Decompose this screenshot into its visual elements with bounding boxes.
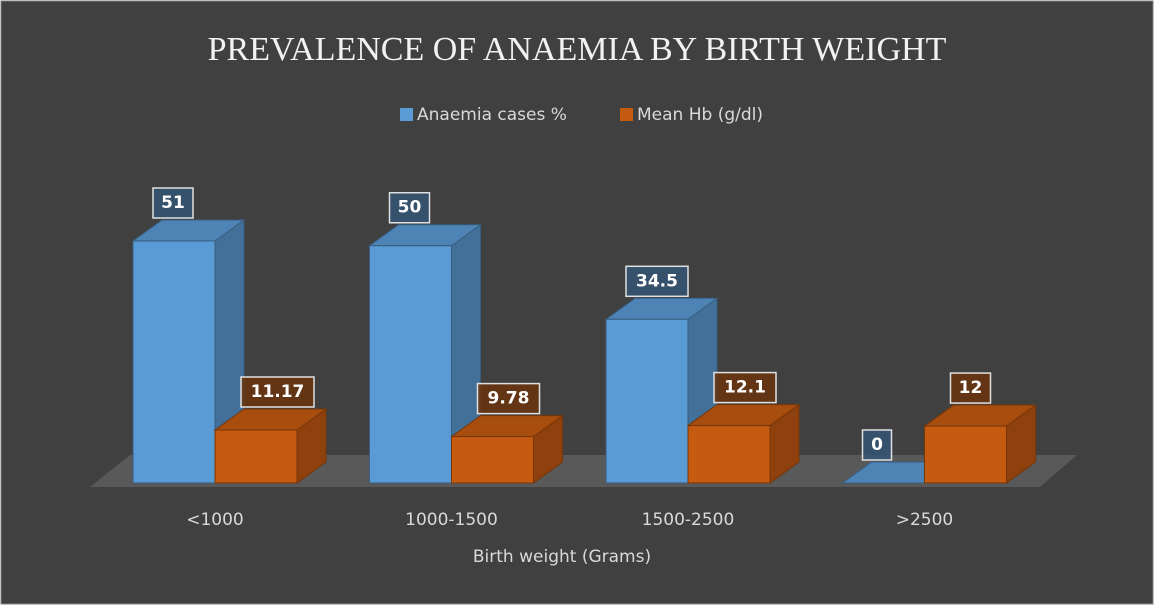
- data-label-box: [949, 372, 992, 404]
- data-label-box: [152, 187, 194, 219]
- legend-swatch: [400, 108, 413, 121]
- x-tick-label: 1500-2500: [642, 510, 735, 530]
- data-label: 9.78: [488, 389, 530, 409]
- floor: [90, 455, 1077, 487]
- data-label: 12: [959, 378, 983, 398]
- data-label: 34.5: [636, 271, 678, 291]
- bar: [369, 245, 452, 484]
- legend-swatch: [620, 108, 633, 121]
- legend-label: Anaemia cases %: [417, 105, 567, 125]
- bar: [605, 318, 689, 484]
- chart-title: PREVALENCE OF ANAEMIA BY BIRTH WEIGHT: [208, 31, 947, 68]
- data-label-box: [388, 191, 431, 224]
- legend-label: Mean Hb (g/dl): [637, 105, 763, 125]
- data-label: 51: [161, 193, 185, 213]
- data-label: 50: [398, 198, 422, 218]
- data-label: 11.17: [251, 382, 305, 402]
- x-axis-title: Birth weight (Grams): [473, 547, 651, 567]
- bar: [214, 429, 298, 484]
- bar: [924, 425, 1007, 484]
- x-tick-label: >2500: [896, 510, 954, 530]
- data-label-box: [861, 429, 893, 461]
- x-tick-label: 1000-1500: [405, 510, 498, 530]
- bar: [132, 240, 216, 484]
- data-label-box: [625, 265, 689, 298]
- bar: [687, 425, 771, 484]
- x-tick-label: <1000: [186, 510, 244, 530]
- data-label-box: [476, 382, 541, 415]
- bar: [451, 436, 534, 484]
- data-label: 0: [871, 435, 883, 455]
- data-label-box: [240, 376, 315, 408]
- data-label: 12.1: [724, 378, 766, 398]
- data-label-box: [713, 371, 777, 404]
